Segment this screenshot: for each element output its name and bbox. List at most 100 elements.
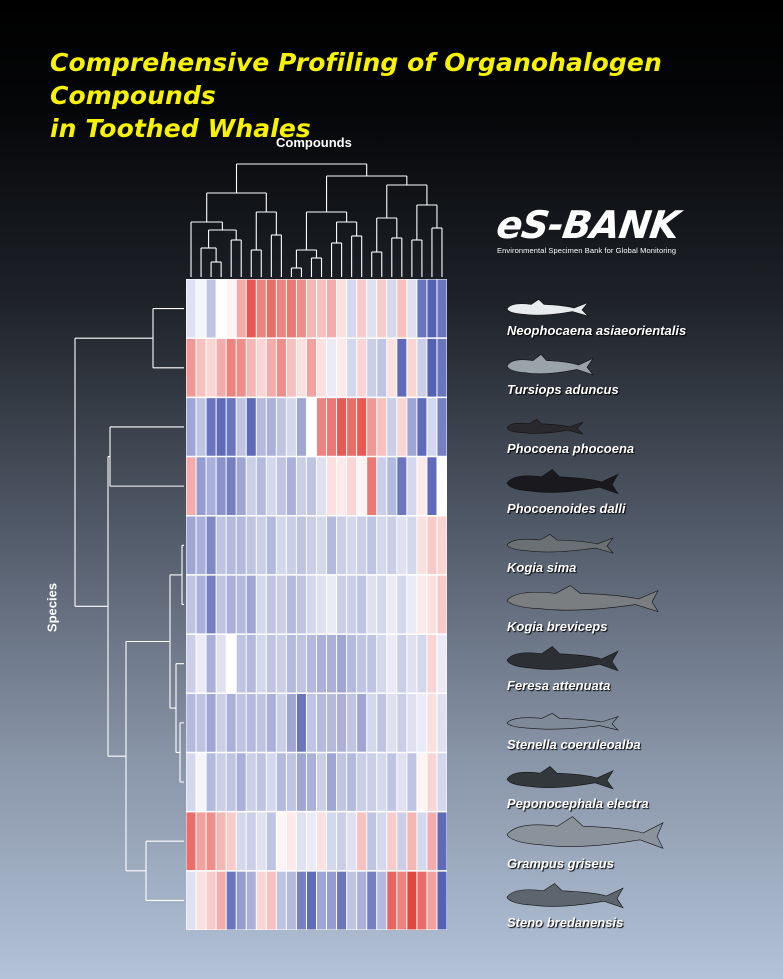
heatmap-cell — [437, 575, 447, 634]
heatmap-cell — [266, 812, 276, 871]
heatmap-cell — [357, 752, 367, 812]
heatmap-cell — [357, 516, 367, 575]
heatmap-cell — [246, 752, 256, 812]
heatmap-cell — [337, 516, 347, 575]
species-label: Neophocaena asiaeorientalis — [507, 323, 687, 338]
heatmap-cell — [296, 397, 306, 457]
heatmap-cell — [417, 871, 427, 930]
heatmap-cell — [417, 575, 427, 634]
heatmap-cell — [306, 457, 316, 516]
heatmap-cell — [246, 871, 256, 930]
heatmap-cell — [226, 752, 236, 812]
heatmap-cell — [387, 397, 397, 457]
heatmap-cell — [306, 397, 316, 457]
heatmap-cell — [246, 693, 256, 752]
heatmap-cell — [216, 871, 226, 930]
heatmap-cell — [186, 693, 196, 752]
heatmap-cell — [186, 871, 196, 930]
whale-icon — [506, 533, 614, 554]
heatmap-cell — [377, 812, 387, 871]
heatmap-cell — [246, 338, 256, 397]
heatmap-cell — [417, 693, 427, 752]
species-legend: Neophocaena asiaeorientalis Tursiops adun… — [500, 0, 783, 979]
heatmap-cell — [256, 575, 266, 634]
heatmap-cell — [306, 693, 316, 752]
heatmap-cell — [256, 871, 266, 930]
species-item: Peponocephala electra — [500, 752, 783, 811]
heatmap-cell — [417, 279, 427, 338]
heatmap-cell — [367, 516, 377, 575]
heatmap-cell — [357, 457, 367, 516]
heatmap-cell — [417, 812, 427, 871]
heatmap-cell — [296, 279, 306, 338]
heatmap-cell — [206, 338, 216, 397]
whale-icon — [506, 815, 664, 849]
heatmap-cell — [256, 693, 266, 752]
heatmap-cell — [296, 812, 306, 871]
heatmap-cell — [407, 279, 417, 338]
heatmap-cell — [437, 338, 447, 397]
heatmap-cell — [367, 812, 377, 871]
heatmap-cell — [347, 693, 357, 752]
heatmap-cell — [196, 457, 206, 516]
heatmap-cell — [246, 279, 256, 338]
heatmap-cell — [427, 634, 437, 693]
heatmap-cell — [216, 516, 226, 575]
species-item: Phocoenoides dalli — [500, 457, 783, 516]
chart-title-line2: in Toothed Whales — [50, 114, 311, 143]
heatmap-cell — [286, 279, 296, 338]
species-label: Feresa attenuata — [507, 678, 611, 694]
heatmap-cell — [337, 575, 347, 634]
heatmap-cell — [206, 634, 216, 693]
heatmap-cell — [286, 516, 296, 575]
heatmap-cell — [246, 516, 256, 575]
heatmap-cell — [286, 338, 296, 397]
heatmap-cell — [317, 812, 327, 871]
whale-body — [506, 468, 619, 494]
species-item: Stenella coeruleoalba — [500, 693, 783, 752]
heatmap-cell — [377, 338, 387, 397]
heatmap-cell — [377, 397, 387, 457]
whale-icon — [506, 354, 594, 376]
heatmap-cell — [427, 397, 437, 457]
heatmap-cell — [327, 634, 337, 693]
species-item: Phocoena phocoena — [500, 397, 783, 456]
heatmap-cell — [377, 457, 387, 516]
heatmap-cell — [367, 457, 377, 516]
heatmap-cell — [437, 634, 447, 693]
heatmap-cell — [256, 516, 266, 575]
heatmap-cell — [327, 812, 337, 871]
heatmap-cell — [306, 575, 316, 634]
heatmap-cell — [306, 516, 316, 575]
heatmap-cell — [397, 279, 407, 338]
heatmap-cell — [407, 871, 417, 930]
heatmap-cell — [327, 871, 337, 930]
heatmap-cell — [206, 752, 216, 812]
heatmap-cell — [357, 279, 367, 338]
chart-title: Comprehensive Profiling of Organohalogen… — [50, 46, 783, 145]
heatmap-cell — [276, 812, 286, 871]
heatmap-cell — [437, 457, 447, 516]
heatmap-cell — [186, 338, 196, 397]
heatmap-cell — [417, 397, 427, 457]
heatmap-cell — [236, 457, 246, 516]
heatmap-cell — [347, 812, 357, 871]
whale-icon — [506, 585, 659, 613]
heatmap-cell — [226, 457, 236, 516]
heatmap-cell — [397, 871, 407, 930]
heatmap-cell — [397, 752, 407, 812]
species-label: Grampus griseus — [507, 855, 614, 871]
whale-body — [506, 299, 589, 317]
heatmap-cell — [256, 397, 266, 457]
heatmap-cell — [306, 871, 316, 930]
heatmap-cell — [377, 693, 387, 752]
heatmap-cell — [317, 871, 327, 930]
heatmap-cell — [347, 397, 357, 457]
heatmap-cell — [317, 575, 327, 634]
species-item: Grampus griseus — [500, 812, 783, 871]
heatmap-cell — [367, 279, 377, 338]
heatmap-cell — [196, 871, 206, 930]
whale-body — [506, 646, 619, 672]
heatmap-cell — [206, 279, 216, 338]
heatmap-cell — [397, 457, 407, 516]
